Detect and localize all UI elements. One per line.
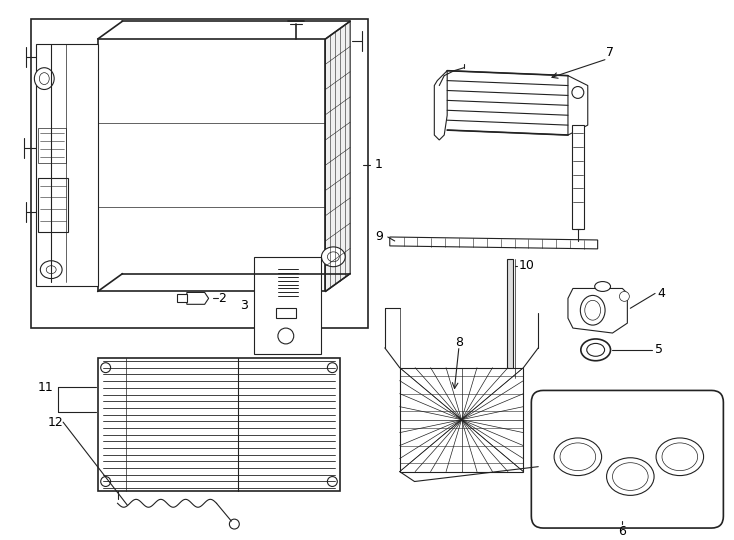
Ellipse shape: [612, 463, 648, 490]
Text: 4: 4: [657, 287, 665, 300]
Bar: [572, 125, 584, 229]
Ellipse shape: [595, 281, 611, 292]
Bar: [38, 178, 68, 232]
Circle shape: [101, 363, 111, 373]
Circle shape: [572, 86, 584, 98]
Circle shape: [101, 477, 111, 487]
Text: 8: 8: [455, 336, 463, 349]
Ellipse shape: [656, 438, 704, 476]
Polygon shape: [568, 76, 588, 135]
Text: 12: 12: [47, 416, 63, 429]
Polygon shape: [435, 71, 447, 140]
Ellipse shape: [40, 73, 49, 85]
Bar: [177, 294, 187, 302]
Bar: [506, 259, 512, 377]
Text: 9: 9: [375, 231, 383, 244]
Text: 3: 3: [240, 299, 248, 312]
Text: 1: 1: [375, 158, 383, 171]
Ellipse shape: [581, 295, 605, 325]
Ellipse shape: [554, 438, 602, 476]
Circle shape: [327, 477, 338, 487]
Ellipse shape: [606, 458, 654, 495]
Bar: [32, 19, 368, 328]
Circle shape: [327, 363, 338, 373]
Circle shape: [230, 519, 239, 529]
Ellipse shape: [560, 443, 596, 471]
Bar: [38, 128, 66, 163]
Bar: [400, 368, 523, 471]
Ellipse shape: [581, 339, 611, 361]
Bar: [98, 39, 325, 292]
Ellipse shape: [662, 443, 697, 471]
Ellipse shape: [585, 300, 600, 320]
Bar: [254, 257, 321, 354]
Ellipse shape: [586, 343, 605, 356]
Ellipse shape: [46, 266, 57, 274]
Ellipse shape: [327, 252, 339, 262]
Circle shape: [278, 328, 294, 344]
Circle shape: [619, 292, 629, 301]
Bar: [37, 44, 98, 287]
Text: 7: 7: [606, 46, 614, 59]
Text: 5: 5: [655, 343, 663, 356]
Text: 2: 2: [219, 292, 226, 305]
Polygon shape: [568, 288, 628, 333]
FancyBboxPatch shape: [531, 390, 724, 528]
Polygon shape: [187, 293, 208, 305]
Text: 11: 11: [37, 381, 53, 394]
Polygon shape: [325, 21, 350, 292]
Text: 10: 10: [518, 259, 534, 272]
Text: 6: 6: [619, 524, 626, 537]
Ellipse shape: [34, 68, 54, 90]
Polygon shape: [390, 237, 597, 249]
Ellipse shape: [40, 261, 62, 279]
Bar: [98, 358, 341, 491]
Ellipse shape: [321, 247, 345, 267]
Bar: [276, 308, 296, 318]
